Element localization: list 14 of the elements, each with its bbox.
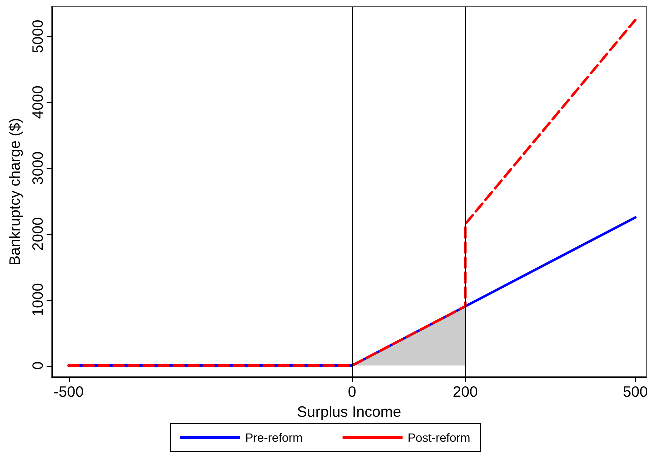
y-tick-label: 4000 xyxy=(30,86,47,120)
x-tick-label: 500 xyxy=(623,384,648,401)
legend-label: Post-reform xyxy=(408,431,471,445)
x-tick-label: -500 xyxy=(54,384,84,401)
x-axis-title: Surplus Income xyxy=(297,404,402,421)
y-tick-label: 5000 xyxy=(30,20,47,54)
legend-label: Pre-reform xyxy=(245,431,303,445)
x-tick-label: 0 xyxy=(348,384,356,401)
y-tick-label: 0 xyxy=(30,362,47,370)
x-tick-label: 200 xyxy=(453,384,478,401)
y-tick-label: 3000 xyxy=(30,152,47,185)
y-tick-label: 2000 xyxy=(30,217,47,251)
y-tick-label: 1000 xyxy=(30,283,47,317)
y-axis-title: Bankruptcy charge ($) xyxy=(7,118,24,266)
